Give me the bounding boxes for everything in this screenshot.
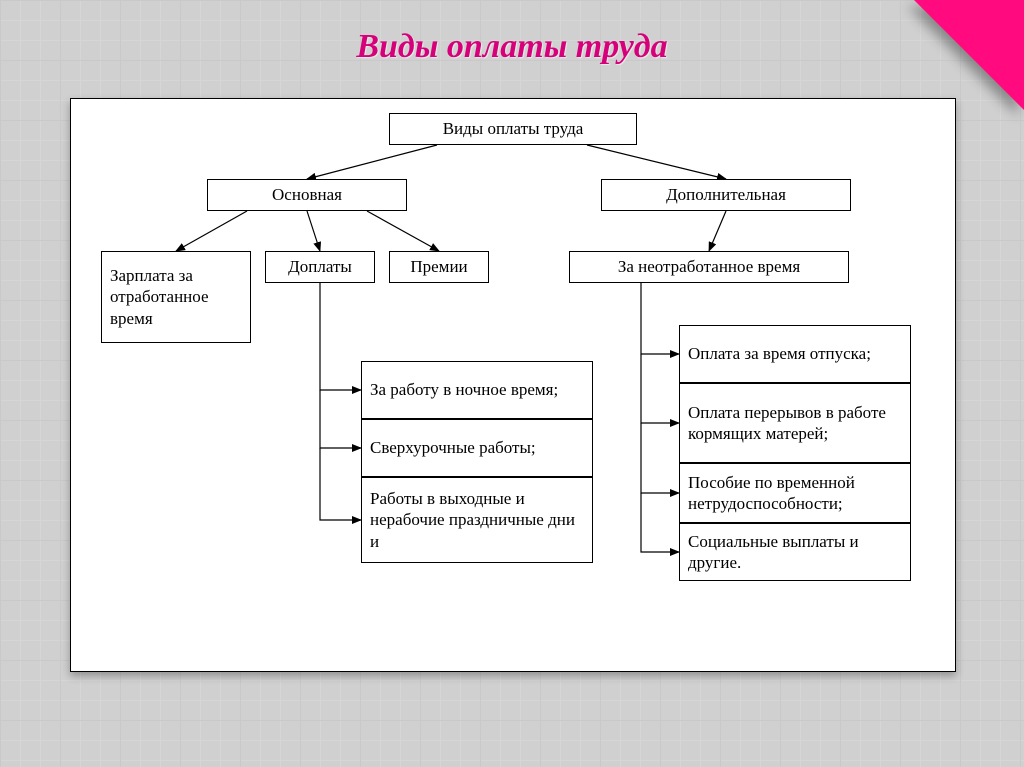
- node-main: Основная: [207, 179, 407, 211]
- node-d3: Работы в выходные и нерабочие праздничны…: [361, 477, 593, 563]
- node-u4: Социальные выплаты и другие.: [679, 523, 911, 581]
- diagram-panel: Виды оплаты труда Основная Дополнительная З…: [70, 98, 956, 672]
- node-extra: Дополнительная: [601, 179, 851, 211]
- node-u2: Оплата перерывов в работе кормящих матер…: [679, 383, 911, 463]
- node-d1: За работу в ночное время;: [361, 361, 593, 419]
- node-u3: Пособие по временной нетрудоспособности;: [679, 463, 911, 523]
- node-bonus: Премии: [389, 251, 489, 283]
- node-d2: Сверхурочные работы;: [361, 419, 593, 477]
- node-salary: Зарплата за отработанное время: [101, 251, 251, 343]
- node-unwork: За неотработанное время: [569, 251, 849, 283]
- node-dop: Доплаты: [265, 251, 375, 283]
- slide-title: Виды оплаты труда: [0, 28, 1024, 66]
- slide-background: Виды оплаты труда Виды оплаты труда Основ…: [0, 0, 1024, 767]
- node-u1: Оплата за время отпуска;: [679, 325, 911, 383]
- node-root: Виды оплаты труда: [389, 113, 637, 145]
